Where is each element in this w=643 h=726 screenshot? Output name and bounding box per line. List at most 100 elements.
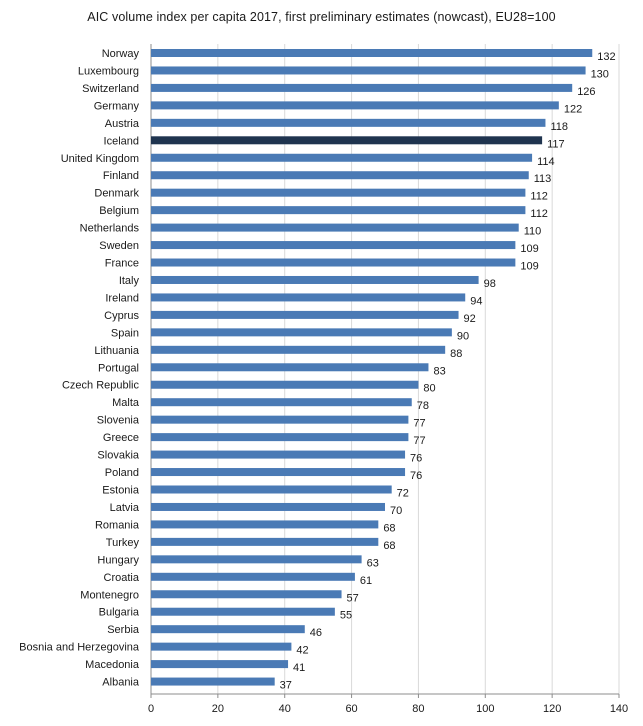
bar xyxy=(151,433,409,442)
category-label: Spain xyxy=(111,327,139,339)
bar xyxy=(151,171,529,180)
bar xyxy=(151,415,409,424)
bar xyxy=(151,345,446,354)
value-label: 70 xyxy=(390,505,402,517)
x-tick-label: 80 xyxy=(412,703,424,715)
value-label: 113 xyxy=(534,173,552,185)
category-label: Albania xyxy=(102,677,140,689)
x-tick-label: 60 xyxy=(345,703,357,715)
value-label: 88 xyxy=(450,348,462,360)
category-label: Serbia xyxy=(107,624,140,636)
bar xyxy=(151,275,479,284)
category-label: Luxembourg xyxy=(78,65,139,77)
category-label: Czech Republic xyxy=(62,380,140,392)
category-label: Greece xyxy=(103,432,139,444)
bar xyxy=(151,136,543,145)
bar xyxy=(151,607,335,616)
value-label: 55 xyxy=(340,610,352,622)
value-label: 98 xyxy=(484,278,496,290)
x-tick-label: 140 xyxy=(610,703,628,715)
bar xyxy=(151,363,429,372)
category-label: Denmark xyxy=(94,188,139,200)
bar xyxy=(151,642,292,651)
category-label: Poland xyxy=(105,467,139,479)
category-label: Slovakia xyxy=(97,450,139,462)
category-label: United Kingdom xyxy=(61,153,139,165)
value-label: 110 xyxy=(524,226,542,238)
x-tick-label: 0 xyxy=(148,703,154,715)
bar xyxy=(151,537,379,546)
bar xyxy=(151,153,533,162)
category-label: Germany xyxy=(94,100,140,112)
bar xyxy=(151,450,406,459)
value-label: 72 xyxy=(397,488,409,500)
category-label: Switzerland xyxy=(82,83,139,95)
category-label: Iceland xyxy=(104,135,139,147)
x-tick-label: 20 xyxy=(212,703,224,715)
category-label: Hungary xyxy=(97,554,139,566)
value-label: 117 xyxy=(547,138,565,150)
category-label: Cyprus xyxy=(104,310,139,322)
bar xyxy=(151,555,362,564)
value-label: 112 xyxy=(530,208,548,220)
value-label: 130 xyxy=(591,68,609,80)
x-tick-label: 100 xyxy=(476,703,494,715)
value-label: 77 xyxy=(413,435,425,447)
category-label: Estonia xyxy=(102,485,140,497)
category-label: Montenegro xyxy=(80,589,139,601)
bar xyxy=(151,293,466,302)
bar xyxy=(151,310,459,319)
value-label: 41 xyxy=(293,662,305,674)
value-label: 109 xyxy=(520,243,538,255)
x-tick-label: 40 xyxy=(279,703,291,715)
bar xyxy=(151,572,355,581)
bar xyxy=(151,625,305,634)
category-label: Belgium xyxy=(99,205,139,217)
value-label: 118 xyxy=(550,121,568,133)
category-label: Sweden xyxy=(99,240,139,252)
value-label: 77 xyxy=(413,418,425,430)
category-label: Romania xyxy=(95,519,140,531)
value-label: 78 xyxy=(417,400,429,412)
value-label: 132 xyxy=(597,51,615,63)
value-label: 57 xyxy=(347,592,359,604)
bar xyxy=(151,206,526,215)
value-label: 37 xyxy=(280,680,292,692)
category-label: Austria xyxy=(105,118,140,130)
value-label: 68 xyxy=(383,522,395,534)
bar xyxy=(151,398,412,407)
bar xyxy=(151,49,593,57)
bar xyxy=(151,660,289,669)
category-label: Bulgaria xyxy=(99,607,140,619)
value-label: 114 xyxy=(537,156,555,168)
category-label: Norway xyxy=(102,48,140,60)
bar xyxy=(151,590,342,599)
bar xyxy=(151,520,379,529)
category-label: Malta xyxy=(112,397,140,409)
category-label: Portugal xyxy=(98,362,139,374)
value-label: 126 xyxy=(577,86,595,98)
bar xyxy=(151,188,526,197)
bar xyxy=(151,468,406,477)
bar xyxy=(151,118,546,127)
category-label: Italy xyxy=(119,275,140,287)
bar xyxy=(151,258,516,267)
value-label: 83 xyxy=(433,365,445,377)
value-label: 94 xyxy=(470,295,482,307)
category-label: Slovenia xyxy=(97,415,140,427)
value-label: 80 xyxy=(423,383,435,395)
bar xyxy=(151,485,392,494)
value-label: 68 xyxy=(383,540,395,552)
category-label: Ireland xyxy=(105,292,139,304)
category-label: Lithuania xyxy=(94,345,140,357)
value-label: 122 xyxy=(564,103,582,115)
chart-title: AIC volume index per capita 2017, first … xyxy=(87,10,556,24)
bar xyxy=(151,328,452,337)
value-label: 46 xyxy=(310,627,322,639)
value-label: 112 xyxy=(530,191,548,203)
bar xyxy=(151,380,419,389)
value-label: 76 xyxy=(410,453,422,465)
value-label: 42 xyxy=(296,645,308,657)
